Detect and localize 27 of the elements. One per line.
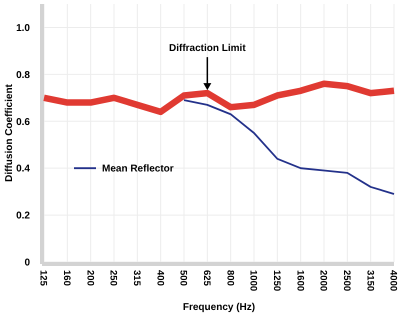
y-tick-label: 0.2	[16, 210, 30, 222]
x-tick-label: 625	[201, 270, 212, 287]
x-tick-label: 800	[224, 270, 236, 286]
annotation: Diffraction Limit	[168, 43, 246, 54]
y-axis-title: Diffusion Coefficient	[4, 83, 15, 182]
y-tick-label: 0.6	[16, 116, 30, 128]
x-tick-label: 1600	[294, 270, 306, 292]
x-tick-label: 1250	[271, 270, 282, 292]
x-tick-label: 200	[84, 270, 96, 286]
x-tick-label: 1000	[248, 270, 259, 292]
x-tick-label: 125	[38, 270, 49, 287]
x-tick-label: 4000	[388, 270, 399, 292]
y-tick-label: 1.0	[16, 22, 30, 34]
x-tick-label: 2000	[318, 270, 329, 292]
y-tick-label: 0.4	[16, 164, 30, 175]
x-tick-label: 3150	[364, 270, 376, 292]
y-tick-label: 0	[24, 258, 30, 268]
x-tick-label: 160	[61, 270, 72, 286]
y-tick-label: 0.8	[16, 70, 30, 81]
x-tick-label: 315	[131, 270, 142, 287]
x-axis-title: Frequency (Hz)	[182, 302, 256, 313]
x-tick-label: 2500	[341, 270, 352, 292]
line-series	[183, 99, 395, 195]
x-tick-label: 500	[178, 270, 189, 286]
x-tick-label: 250	[108, 270, 119, 286]
legend-label: Mean Reflector	[102, 164, 174, 175]
x-tick-label: 400	[154, 270, 166, 286]
